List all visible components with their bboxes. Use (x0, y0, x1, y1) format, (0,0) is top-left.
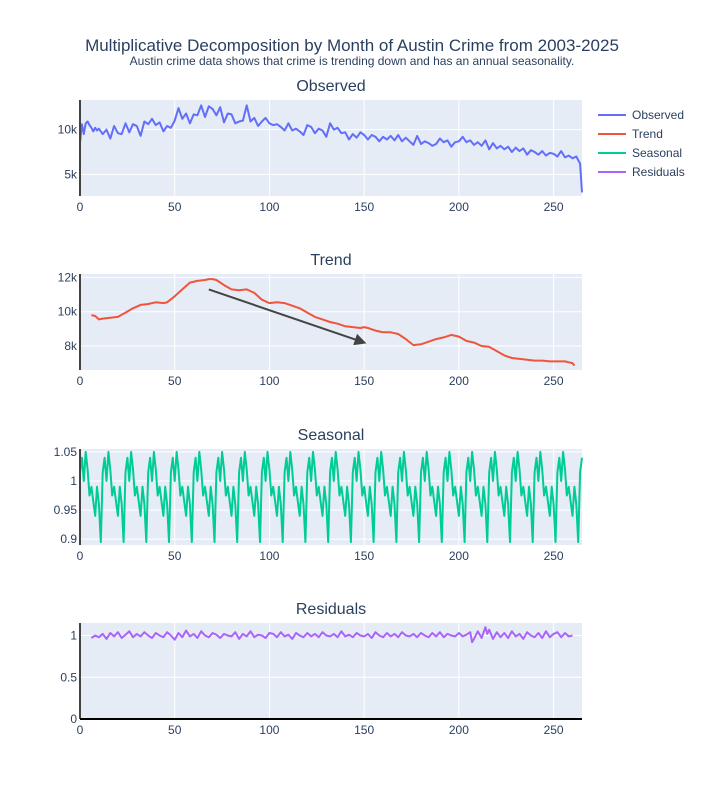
chart-subtitle: Austin crime data shows that crime is tr… (130, 54, 575, 68)
residuals-series-line (90, 626, 573, 644)
seasonal-y-tick-label: 1.05 (54, 445, 78, 459)
legend-label-seasonal: Seasonal (632, 146, 682, 160)
observed-panel-title: Observed (296, 78, 365, 95)
trend-x-tick-label: 150 (354, 374, 374, 388)
residuals-x-tick-label: 200 (449, 723, 469, 737)
trend-panel: Trend 0 50 100 150 200 250 8k 10k 12k (58, 252, 582, 388)
seasonal-x-tick-label: 0 (77, 549, 84, 563)
seasonal-x-tick-label: 50 (168, 549, 182, 563)
residuals-x-tick-label: 0 (77, 723, 84, 737)
observed-x-tick-label: 0 (77, 200, 84, 214)
seasonal-y-tick-label: 1 (70, 474, 77, 488)
residuals-y-tick-label: 0.5 (60, 670, 77, 684)
observed-x-tick-label: 50 (168, 200, 182, 214)
observed-y-tick-label: 10k (58, 123, 78, 137)
seasonal-x-tick-label: 200 (449, 549, 469, 563)
trend-panel-title: Trend (310, 252, 351, 269)
trend-x-tick-label: 200 (449, 374, 469, 388)
observed-y-tick-label: 5k (64, 167, 78, 181)
residuals-y-tick-label: 0 (70, 712, 77, 726)
legend: Observed Trend Seasonal Residuals (598, 108, 685, 179)
residuals-y-tick-label: 1 (70, 629, 77, 643)
trend-y-tick-label: 10k (58, 305, 78, 319)
trend-series-line (91, 278, 576, 367)
legend-item-residuals[interactable]: Residuals (598, 165, 685, 179)
seasonal-y-tick-label: 0.9 (60, 532, 77, 546)
legend-item-trend[interactable]: Trend (598, 127, 663, 141)
trend-y-tick-label: 12k (58, 270, 78, 284)
observed-x-tick-label: 100 (259, 200, 279, 214)
trend-y-tick-label: 8k (64, 339, 78, 353)
seasonal-x-tick-label: 100 (259, 549, 279, 563)
seasonal-panel-title: Seasonal (298, 427, 365, 444)
observed-x-tick-label: 150 (354, 200, 374, 214)
observed-x-tick-label: 250 (544, 200, 564, 214)
trend-x-tick-label: 100 (259, 374, 279, 388)
residuals-x-tick-label: 250 (544, 723, 564, 737)
seasonal-x-tick-label: 250 (544, 549, 564, 563)
legend-item-seasonal[interactable]: Seasonal (598, 146, 682, 160)
trend-x-tick-label: 250 (544, 374, 564, 388)
seasonal-x-tick-label: 150 (354, 549, 374, 563)
seasonal-series-line (79, 450, 583, 544)
residuals-x-tick-label: 50 (168, 723, 182, 737)
legend-label-observed: Observed (632, 108, 684, 122)
seasonal-panel: Seasonal 0 50 100 150 200 250 0.9 0.95 1 1.05 (54, 427, 583, 563)
residuals-x-tick-label: 150 (354, 723, 374, 737)
residuals-panel-title: Residuals (296, 601, 366, 618)
residuals-x-tick-label: 100 (259, 723, 279, 737)
legend-label-trend: Trend (632, 127, 663, 141)
observed-x-tick-label: 200 (449, 200, 469, 214)
trend-x-tick-label: 50 (168, 374, 182, 388)
trend-x-tick-label: 0 (77, 374, 84, 388)
observed-panel: Observed 0 50 100 150 200 250 5k 10k (58, 78, 583, 214)
observed-series-line (79, 104, 583, 193)
residuals-panel: Residuals 0 50 100 150 200 250 0 0.5 1 (60, 601, 582, 737)
legend-label-residuals: Residuals (632, 165, 685, 179)
residuals-plot-area (80, 623, 582, 719)
trend-arrow-annotation (208, 288, 367, 346)
seasonal-y-tick-label: 0.95 (54, 503, 78, 517)
chart-title: Multiplicative Decomposition by Month of… (85, 36, 619, 55)
legend-item-observed[interactable]: Observed (598, 108, 684, 122)
